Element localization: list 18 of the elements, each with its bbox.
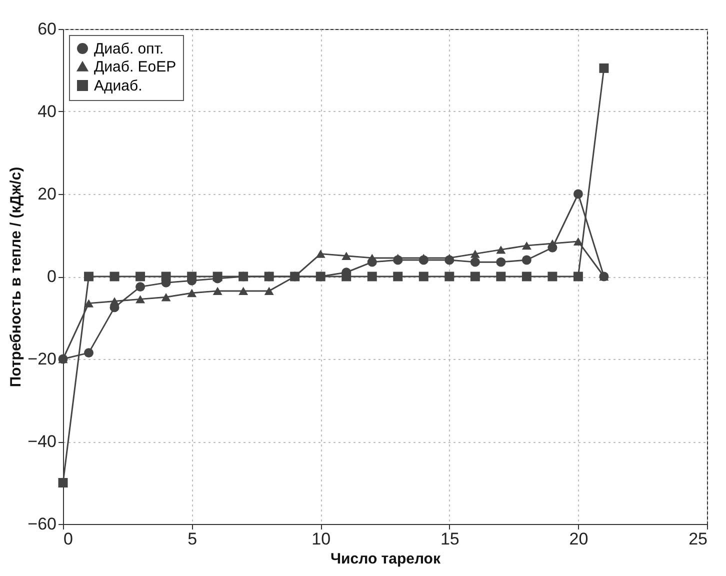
y-tick-label: 40 [38, 102, 56, 121]
x-tick-label: 10 [312, 530, 331, 548]
legend-label: Диаб. опт. [94, 40, 164, 58]
x-tick-label: 25 [688, 530, 708, 548]
y-axis-title: Потребность в тепле / (кДж/с) [8, 166, 25, 388]
legend-label: Диаб. EoEP [94, 58, 176, 76]
x-tick-label: 5 [188, 530, 198, 548]
y-tick-label: 0 [47, 267, 56, 286]
x-tick-label: 20 [569, 530, 588, 548]
y-tick-label: 60 [38, 20, 56, 38]
legend-label: Адиаб. [94, 78, 142, 94]
y-tick-label: −60 [28, 514, 56, 534]
y-tick-label: 20 [38, 184, 56, 204]
y-tick-label: −40 [28, 432, 56, 451]
y-tick-label: −20 [28, 350, 56, 368]
x-axis-title: Число тарелок [330, 550, 441, 568]
x-tick-label: 15 [440, 530, 460, 548]
x-tick-label: 0 [64, 530, 73, 548]
